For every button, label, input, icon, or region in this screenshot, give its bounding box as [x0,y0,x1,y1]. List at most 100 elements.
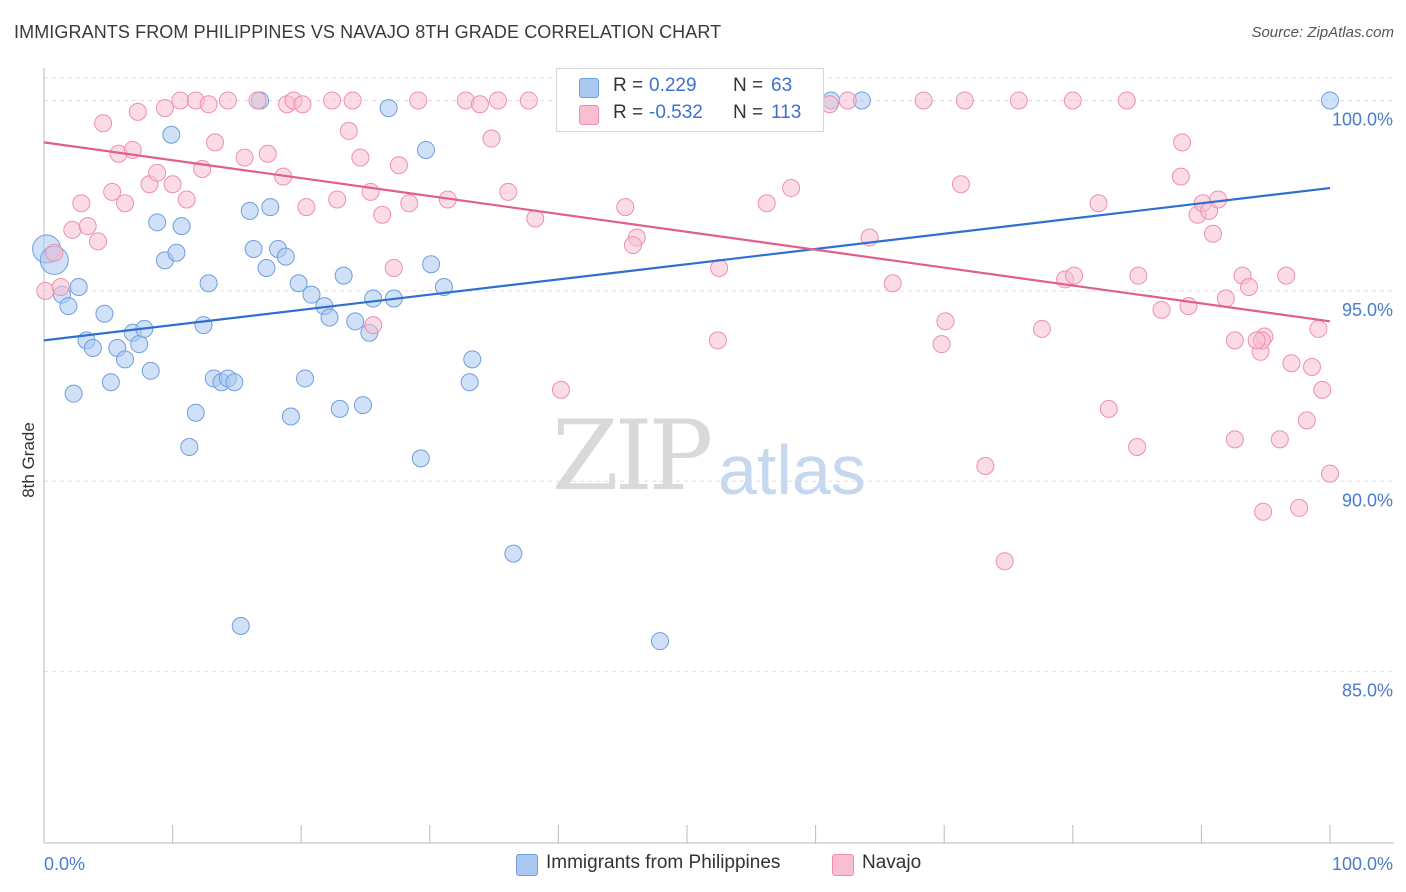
chart-title: IMMIGRANTS FROM PHILIPPINES VS NAVAJO 8T… [14,22,722,42]
point-philippines [101,373,120,392]
point-philippines [172,217,191,236]
y-tick-label: 95.0% [1342,300,1393,320]
point-navajo [163,175,182,194]
point-navajo [1152,300,1171,319]
grid-lines [44,77,1392,673]
point-navajo [328,190,347,209]
point-navajo [94,114,113,133]
point-navajo [116,194,135,213]
point-navajo [384,259,403,278]
point-navajo [995,552,1014,571]
point-navajo [883,274,902,293]
point-philippines [302,285,321,304]
point-navajo [248,91,267,110]
source-label: Source: ZipAtlas.com [1251,24,1394,41]
point-navajo [128,102,147,121]
point-navajo [1065,266,1084,285]
legend-r-label: R = [613,102,644,123]
point-philippines [650,632,669,651]
point-philippines [334,266,353,285]
point-navajo [1321,464,1339,483]
point-navajo [373,205,392,224]
point-philippines [379,99,398,118]
point-philippines [194,316,213,335]
point-navajo [757,194,776,213]
legend-swatch-navajo [579,105,599,125]
point-navajo [976,457,995,476]
trend-line-navajo [43,141,1331,323]
y-tick-label: 100.0% [1332,109,1393,129]
point-navajo [103,182,122,201]
point-navajo [1239,278,1258,297]
point-philippines [199,274,218,293]
point-philippines [244,239,263,258]
point-navajo [1063,91,1082,110]
point-navajo [951,175,970,194]
point-navajo [1009,91,1028,110]
point-navajo [36,281,55,300]
point-philippines [276,247,295,266]
point-navajo [206,133,225,152]
point-navajo [1309,319,1328,338]
point-navajo [1209,190,1228,209]
point-philippines [422,255,441,274]
point-navajo [339,121,358,140]
point-philippines [463,350,482,369]
point-philippines [116,350,135,369]
bottom-legend-label-philippines: Immigrants from Philippines [546,852,781,873]
point-navajo [400,194,419,213]
point-philippines [320,308,339,327]
point-philippines [69,278,88,297]
y-tick-label: 85.0% [1342,681,1393,701]
point-navajo [1032,319,1051,338]
point-navajo [1089,194,1108,213]
point-navajo [1117,91,1136,110]
point-navajo [51,278,70,297]
point-philippines [289,274,308,293]
point-navajo [343,91,362,110]
legend-n-value: 63 [771,75,793,96]
point-navajo [519,91,538,110]
point-navajo [1282,354,1301,373]
point-navajo [932,335,951,354]
y-axis-title: 8th Grade [19,422,38,498]
point-navajo [1173,133,1192,152]
point-philippines [504,544,523,563]
point-philippines [1321,91,1339,110]
point-navajo [1247,331,1266,350]
bottom-legend-swatch-philippines [516,854,538,876]
point-philippines [257,259,276,278]
point-philippines [95,304,114,323]
point-navajo [955,91,974,110]
point-navajo [323,91,342,110]
y-tick-label: 90.0% [1342,490,1393,510]
point-navajo [1277,266,1296,285]
point-navajo [235,148,254,167]
point-navajo [1129,266,1148,285]
legend-row-philippines: R = 0.229 N = 63 [557,75,823,101]
point-philippines [83,338,102,357]
point-navajo [1313,380,1332,399]
point-navajo [293,95,312,114]
point-philippines [130,335,149,354]
point-philippines [261,198,280,217]
point-navajo [1297,411,1316,430]
point-philippines [231,616,250,635]
point-navajo [409,91,428,110]
point-navajo [708,331,727,350]
point-navajo [1216,289,1235,308]
bottom-legend-swatch-navajo [832,854,854,876]
point-philippines [162,125,181,144]
point-philippines [167,243,186,262]
point-navajo [1254,502,1273,521]
stats-legend: R = 0.229 N = 63 R = -0.532 N = 113 [556,68,824,132]
point-navajo [148,163,167,182]
legend-n-label: N = [733,102,764,123]
point-navajo [1128,437,1147,456]
legend-n-value: 113 [771,102,802,123]
point-philippines [59,297,78,316]
point-navajo [838,91,857,110]
point-philippines [225,373,244,392]
point-navajo [63,220,82,239]
point-philippines [330,399,349,418]
